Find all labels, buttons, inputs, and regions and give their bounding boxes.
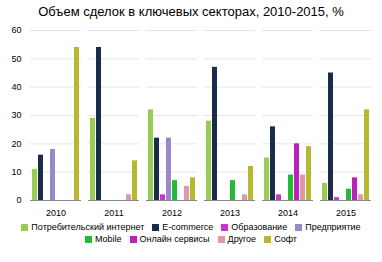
html-text:Объем сделок в ключевых сектор: Объем сделок в ключевых секторах, 2010-2… — [38, 4, 344, 19]
html-text:Mobile: Mobile — [95, 234, 122, 244]
svg-text:2011: 2011 — [104, 208, 123, 218]
html-text:Онлайн сервисы: Онлайн сервисы — [139, 234, 210, 244]
svg-text:0: 0 — [16, 195, 21, 205]
svg-text:40: 40 — [11, 82, 21, 92]
svg-text:2013: 2013 — [220, 208, 240, 218]
html-text:Другое: Другое — [227, 234, 257, 244]
html-text:Предприятие: Предприятие — [305, 222, 361, 232]
svg-text:2015: 2015 — [336, 208, 356, 218]
html-text:E-commerce: E-commerce — [162, 222, 214, 232]
svg-text:50: 50 — [11, 54, 21, 64]
svg-text:2012: 2012 — [162, 208, 182, 218]
svg-text:60: 60 — [11, 25, 21, 35]
html-text:Софт: Софт — [274, 234, 297, 244]
svg-text:2014: 2014 — [278, 208, 298, 218]
html-text:Потребительский интернет: Потребительский интернет — [31, 222, 145, 232]
html-text:Образование: Образование — [231, 222, 288, 232]
svg-text:20: 20 — [11, 139, 21, 149]
svg-text:30: 30 — [11, 110, 21, 120]
svg-text:10: 10 — [11, 167, 21, 177]
svg-text:2010: 2010 — [46, 208, 66, 218]
